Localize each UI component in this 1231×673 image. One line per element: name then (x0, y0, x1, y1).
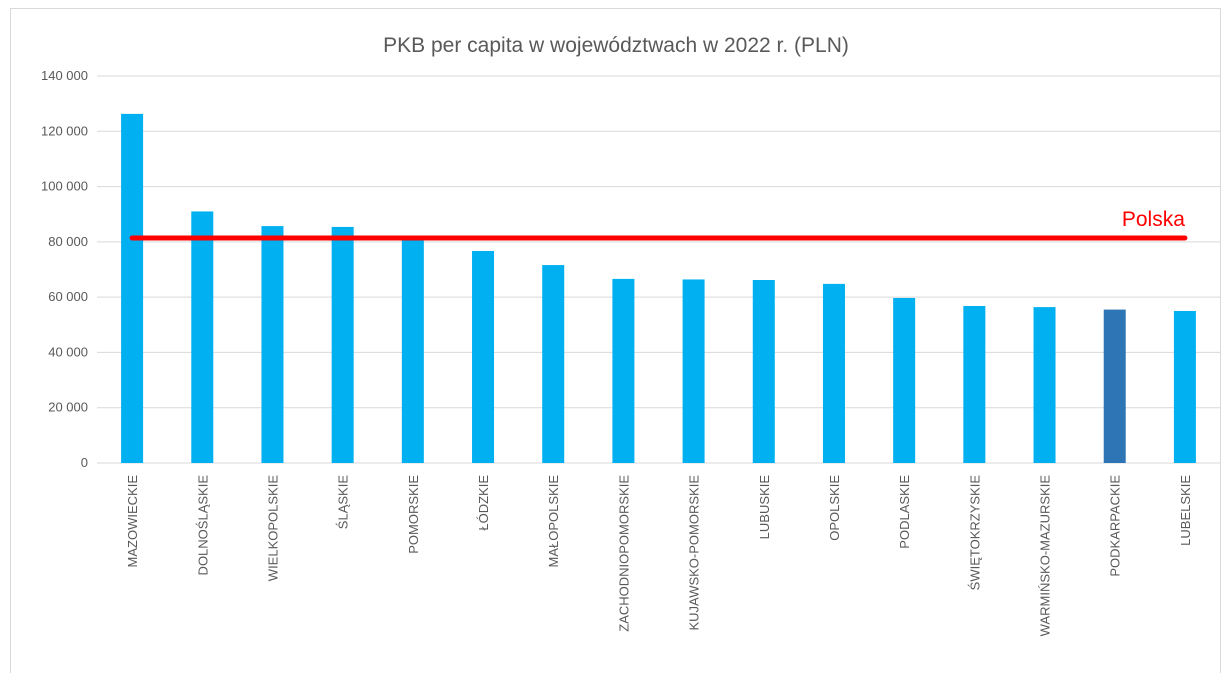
bar (822, 283, 845, 463)
bar (1033, 307, 1056, 463)
x-tick-label: OPOLSKIE (827, 475, 842, 541)
bar (893, 297, 916, 463)
y-tick-label: 80 000 (48, 234, 88, 249)
y-tick-label: 20 000 (48, 400, 88, 415)
x-tick-label: PODKARPACKIE (1108, 475, 1123, 577)
x-tick-label: KUJAWSKO-POMORSKIE (687, 475, 702, 631)
bar (1103, 309, 1126, 463)
bar (401, 236, 424, 463)
x-tick-label: MAŁOPOLSKIE (546, 475, 561, 568)
bar (752, 280, 775, 463)
bar (191, 211, 214, 463)
y-tick-label: 100 000 (41, 179, 88, 194)
bar (682, 279, 705, 463)
bar (261, 226, 284, 463)
reference-label: Polska (1122, 208, 1185, 231)
x-tick-label: WIELKOPOLSKIE (265, 475, 280, 582)
y-tick-label: 40 000 (48, 344, 88, 359)
x-tick-label: ŚLĄSKIE (336, 475, 351, 530)
bar (472, 250, 495, 463)
y-tick-label: 0 (81, 455, 88, 470)
y-tick-label: 60 000 (48, 289, 88, 304)
bar (963, 305, 986, 463)
y-tick-label: 120 000 (41, 123, 88, 138)
x-tick-label: ŁÓDZKIE (476, 475, 491, 531)
x-tick-label: LUBUSKIE (757, 475, 772, 540)
x-tick-label: PODLASKIE (897, 475, 912, 549)
x-tick-label: WARMIŃSKO-MAZURSKIE (1038, 475, 1053, 637)
x-tick-label: POMORSKIE (406, 475, 421, 554)
y-tick-label: 140 000 (41, 68, 88, 83)
bar (612, 278, 635, 463)
x-tick-label: DOLNOŚLĄSKIE (195, 475, 210, 576)
bar (1173, 310, 1196, 463)
bar (331, 226, 354, 463)
bar (121, 113, 144, 463)
x-tick-label: MAZOWIECKIE (125, 475, 140, 568)
x-tick-label: ŚWIĘTOKRZYSKIE (967, 475, 982, 591)
x-tick-label: ZACHODNIOPOMORSKIE (616, 475, 631, 632)
x-tick-label: LUBELSKIE (1178, 475, 1193, 546)
bar (542, 265, 565, 463)
chart-title: PKB per capita w województwach w 2022 r.… (383, 34, 849, 57)
